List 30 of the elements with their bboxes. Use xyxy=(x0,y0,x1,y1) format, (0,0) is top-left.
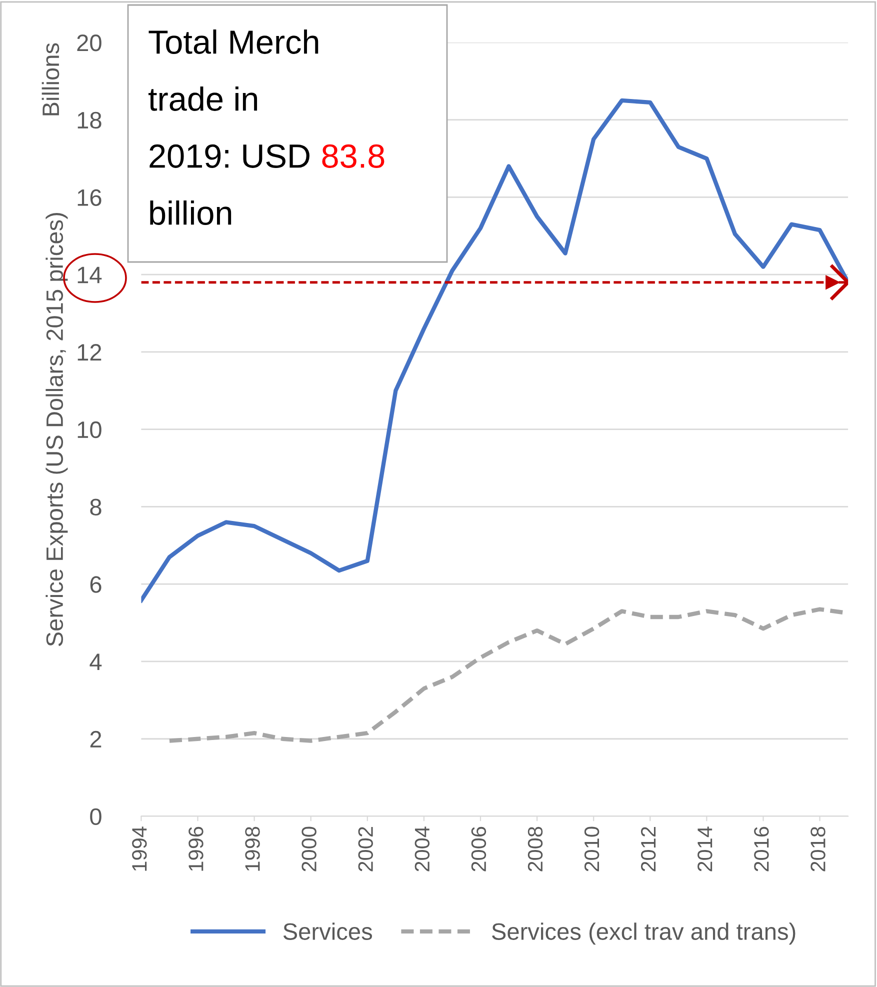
y-tick-label: 2 xyxy=(90,730,102,748)
x-tick-label: 2010 xyxy=(584,826,600,872)
y-tick-label: 14 xyxy=(78,266,102,284)
x-tick-label: 2008 xyxy=(528,826,543,872)
x-tick-label: 2002 xyxy=(358,827,373,872)
x-tick-label: 1996 xyxy=(188,826,204,871)
x-tick-label: 1998 xyxy=(245,826,260,871)
annotation: billion xyxy=(150,200,232,225)
legend-label: Services xyxy=(283,922,372,940)
annotation: 83.8 xyxy=(322,144,384,168)
y-tick-label: 16 xyxy=(78,189,102,206)
y-tick-label: 0 xyxy=(90,808,102,826)
x-tick-label: 1994 xyxy=(132,826,147,871)
x-tick-label: 2018 xyxy=(810,826,826,872)
y-tick-label: 18 xyxy=(78,112,102,129)
y-tick-label: 10 xyxy=(78,421,102,438)
x-tick-label: 2000 xyxy=(302,826,316,872)
x-tick-label: 2014 xyxy=(698,826,712,872)
y-axis-title: Service Exports (US Dollars, 2015 prices) xyxy=(46,212,68,646)
x-tick-label: 2004 xyxy=(414,826,430,872)
y-tick-label: 6 xyxy=(90,576,102,593)
x-tick-label: 2006 xyxy=(471,826,486,872)
y-tick-label: 12 xyxy=(78,344,102,361)
y-tick-label: 4 xyxy=(90,654,102,670)
y-tick-label: 20 xyxy=(77,34,102,52)
text: Billions xyxy=(42,43,60,116)
legend-label: Services (excl trav and trans) xyxy=(492,922,796,945)
x-tick-label: 2012 xyxy=(640,827,656,872)
y-tick-label: 8 xyxy=(90,498,102,516)
x-tick-label: 2016 xyxy=(754,826,769,872)
